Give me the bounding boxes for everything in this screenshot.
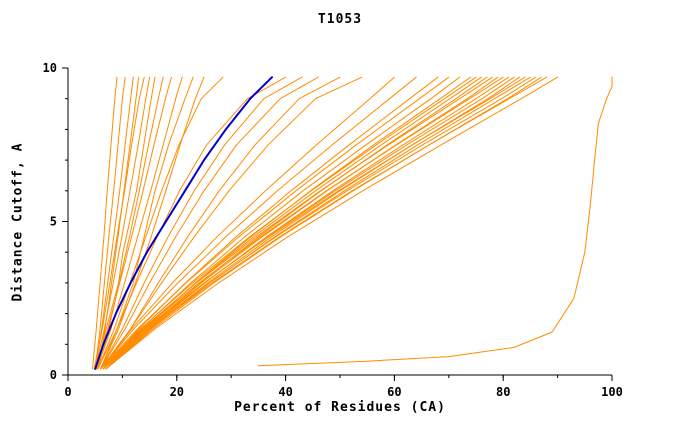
model-curve	[257, 76, 613, 367]
model-curve	[100, 76, 303, 370]
model-curve	[92, 76, 118, 370]
model-curve	[100, 76, 205, 370]
model-curve	[100, 76, 319, 370]
x-tick-label: 0	[64, 385, 71, 399]
model-curve	[100, 76, 363, 370]
model-curve	[100, 76, 477, 370]
model-curve	[97, 76, 164, 370]
x-tick-label: 40	[278, 385, 292, 399]
model-curve	[94, 76, 172, 370]
model-curve	[93, 76, 145, 370]
y-tick-label: 0	[50, 368, 57, 382]
model-curve	[105, 76, 559, 370]
model-curve	[102, 76, 341, 370]
y-tick-label: 10	[43, 61, 57, 75]
model-curve	[105, 76, 510, 370]
model-curve	[100, 76, 395, 370]
x-tick-label: 100	[601, 385, 623, 399]
model-curve	[94, 76, 126, 370]
model-curve	[100, 76, 504, 370]
x-tick-label: 20	[170, 385, 184, 399]
model-curve	[105, 76, 542, 370]
model-curve	[94, 76, 134, 370]
model-curve	[94, 76, 151, 370]
model-curve	[97, 76, 224, 370]
axes: 0 20 40 60 80 100 0 5 10	[43, 61, 623, 399]
x-tick-label: 80	[496, 385, 510, 399]
model-curve	[100, 76, 493, 370]
model-curve	[95, 76, 156, 370]
model-curve	[102, 76, 439, 370]
chart-title: T1053	[317, 12, 363, 27]
model-curve	[102, 76, 515, 370]
x-tick-label: 60	[387, 385, 401, 399]
y-tick-label: 5	[50, 215, 57, 229]
model-curve	[102, 76, 537, 370]
x-axis-label: Percent of Residues (CA)	[234, 400, 446, 415]
model-curve	[100, 76, 526, 370]
model-curve	[100, 76, 450, 370]
model-curve	[102, 76, 548, 370]
data-series	[92, 76, 613, 370]
highlighted-model-curve	[94, 76, 273, 370]
model-curve	[100, 76, 417, 370]
model-curve	[97, 76, 287, 370]
